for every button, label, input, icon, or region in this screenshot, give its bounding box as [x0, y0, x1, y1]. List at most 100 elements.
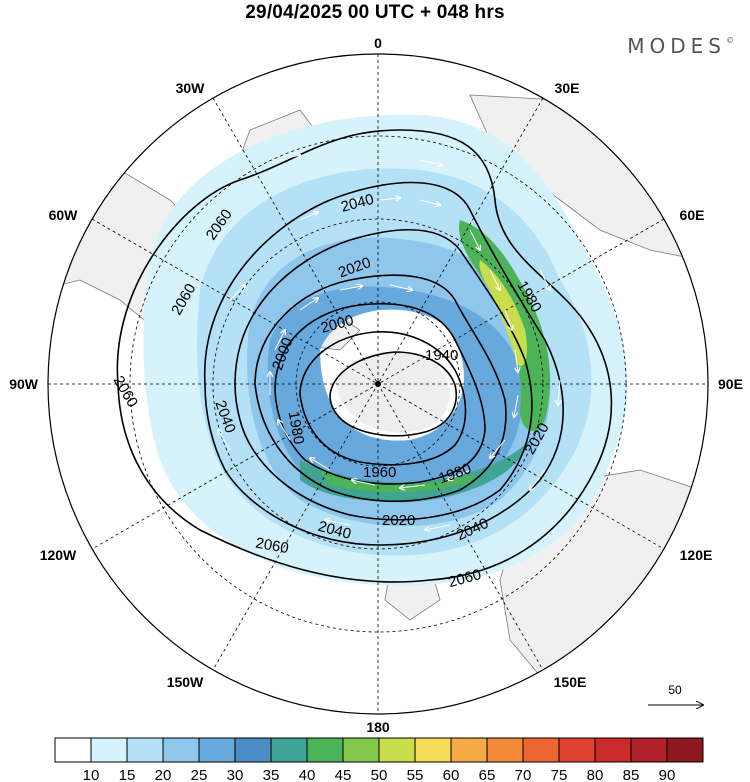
wind-arrow: [425, 524, 451, 530]
colorbar-label: 75: [551, 767, 568, 782]
wind-arrow: [504, 309, 512, 330]
vector-reference-value: 50: [668, 683, 682, 697]
colorbar-label: 30: [227, 767, 244, 782]
map-boundary: [47, 53, 709, 715]
colorbar-label: 50: [371, 767, 388, 782]
wind-arrow: [490, 439, 506, 458]
wind-band-35: [267, 286, 523, 503]
lon-label-120w: 120W: [40, 547, 77, 563]
lon-label-120e: 120E: [680, 547, 713, 563]
wind-arrow: [339, 200, 360, 206]
colorbar-swatch: [630, 737, 668, 763]
colorbar-swatch: [414, 737, 452, 763]
wind-arrow: [448, 469, 471, 480]
wind-weak-center: [335, 351, 450, 433]
wind-arrow: [389, 284, 412, 290]
colorbar-swatch: [522, 737, 560, 763]
contour-1960: [299, 331, 467, 466]
colorbar-swatch: [234, 737, 272, 763]
pole-marker: [375, 381, 381, 387]
colorbar-swatch: [558, 737, 596, 763]
longitude-labels: 0 180 90W 90E 30W 30E 60W 60E 120W 120E …: [9, 35, 743, 735]
colorbar-label: 10: [83, 767, 100, 782]
contour-label: 2060: [254, 535, 290, 558]
colorbar-swatch: [270, 737, 308, 763]
wind-arrow: [419, 159, 442, 165]
colorbar-swatch: [162, 737, 200, 763]
map-body: 2060 2060 2040 2040 2020 2000 1980 1960 …: [48, 54, 708, 714]
lon-label-150e: 150E: [554, 674, 587, 690]
wind-jet-yellow-east: [479, 260, 528, 366]
contour-2020: [234, 228, 533, 521]
height-contours: [116, 129, 613, 583]
vector-reference: 50: [648, 683, 703, 705]
contour-1980: [274, 302, 486, 485]
wind-arrow: [299, 298, 318, 311]
colorbar-label: 85: [623, 767, 640, 782]
wind-arrow: [299, 212, 318, 221]
wind-arrow: [325, 520, 351, 526]
wind-arrow: [400, 485, 426, 488]
wind-arrow: [489, 269, 500, 290]
wind-arrow: [279, 155, 300, 161]
colorbar: 10 15 20 25 30 35 40 45 50 55 60 65 70 75 80 85 90: [54, 737, 704, 782]
wind-arrow: [339, 286, 362, 291]
brand-name: MODES: [627, 34, 726, 58]
wind-arrow: [310, 458, 331, 471]
colorbar-swatch: [126, 737, 164, 763]
wind-arrow: [379, 198, 400, 200]
colorbar-label: 60: [443, 767, 460, 782]
wind-arrow: [530, 469, 546, 490]
colorbar-label: 20: [155, 767, 172, 782]
colorbar-swatch: [198, 737, 236, 763]
wind-arrow: [419, 199, 440, 205]
colorbar-swatch: [450, 737, 488, 763]
colorbar-label: 15: [119, 767, 136, 782]
copyright-mark: ©: [726, 36, 734, 45]
colorbar-swatch: [90, 737, 128, 763]
wind-arrow: [514, 394, 519, 417]
wind-arrow: [539, 269, 550, 290]
contour-label: 1980: [285, 410, 308, 446]
wind-arrow: [352, 480, 376, 486]
wind-arrow: [469, 229, 480, 250]
lon-label-90w: 90W: [9, 376, 39, 392]
colorbar-swatch: [486, 737, 524, 763]
contour-label: 2020: [382, 512, 415, 529]
contour-2060-outer: [116, 129, 613, 583]
lon-label-180: 180: [366, 719, 390, 735]
colorbar-label: 90: [659, 767, 676, 782]
contour-1940: [329, 351, 457, 437]
wind-arrow: [515, 349, 518, 372]
colorbar-label: 65: [479, 767, 496, 782]
colorbar-label: 25: [191, 767, 208, 782]
lon-label-60w: 60W: [49, 207, 79, 223]
contour-2000: [254, 274, 507, 503]
map-title: 29/04/2025 00 UTC + 048 hrs: [245, 2, 505, 23]
colorbar-label: 45: [335, 767, 352, 782]
colorbar-label: 55: [407, 767, 424, 782]
lon-label-30e: 30E: [555, 80, 580, 96]
colorbar-swatch: [378, 737, 416, 763]
colorbar-swatch: [594, 737, 632, 763]
wind-arrow: [218, 430, 231, 451]
wind-arrow: [274, 330, 285, 351]
colorbar-label: 70: [515, 767, 532, 782]
wind-arrow: [558, 379, 560, 405]
contour-label: 1960: [363, 464, 396, 481]
colorbar-swatch: [306, 737, 344, 763]
lon-label-60e: 60E: [680, 207, 705, 223]
colorbar-label: 35: [263, 767, 280, 782]
colorbar-swatch: [666, 737, 704, 763]
lon-label-0: 0: [374, 35, 382, 51]
wind-arrow: [278, 420, 291, 441]
brand-logo: MODES©: [627, 34, 734, 58]
lon-label-30w: 30W: [176, 80, 206, 96]
lon-label-90e: 90E: [718, 376, 743, 392]
wind-arrow: [229, 285, 245, 301]
contour-label: 1940: [425, 347, 458, 364]
contour-2040: [204, 181, 564, 546]
wind-speed-shading: [143, 114, 628, 586]
colorbar-label: 80: [587, 767, 604, 782]
